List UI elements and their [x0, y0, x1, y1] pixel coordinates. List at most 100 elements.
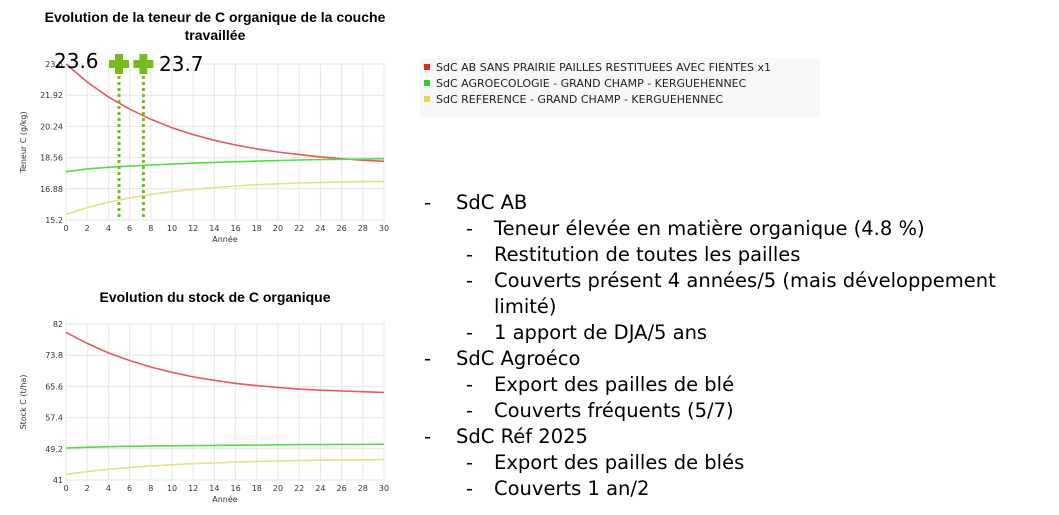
x-tick-label: 20	[273, 484, 283, 493]
chart-stock: 0 2 4 6 8 10 12 14 16 18 20 22 24 26 28 304149.257.465.…	[19, 320, 389, 504]
chart-title-teneur: Evolution de la teneur de C organique de…	[44, 9, 386, 43]
x-tick-label: 0	[63, 224, 68, 233]
note-sdc-ab: - SdC AB	[420, 190, 996, 216]
x-tick-label: 6	[127, 484, 132, 493]
x-tick-label: 6	[127, 224, 132, 233]
note-sub-text: Couverts 1 an/2	[494, 477, 650, 500]
y-axis-label: Stock C (t/ha)	[19, 375, 28, 430]
marker-value-1: 23.6	[54, 49, 99, 73]
x-tick-label: 14	[209, 224, 219, 233]
x-tick-label: 10	[167, 224, 177, 233]
dash: -	[466, 451, 474, 474]
x-tick-label: 4	[106, 224, 111, 233]
note-sub-item: - Export des pailles de blé	[420, 372, 996, 398]
x-tick-label: 30	[379, 484, 389, 493]
legend-swatch-reference	[424, 96, 430, 102]
x-tick-label: 26	[337, 224, 347, 233]
chart-teneur: 0 2 4 6 8 10 12 14 16 18 20 22 24 26 28 3015.216.8818.5…	[19, 54, 389, 244]
dash: -	[424, 191, 432, 214]
note-sub-item: -1 apport de DJA/5 ans	[420, 320, 996, 346]
y-tick-label: 23.6	[45, 60, 63, 69]
note-sub-item: - Teneur élevée en matière organique (4.8…	[420, 216, 996, 242]
note-sub-text: 1 apport de DJA/5 ans	[494, 321, 708, 344]
note-sub-text: Teneur élevée en matière organique (4.8 …	[494, 217, 925, 240]
marker-value-2: 23.7	[159, 52, 204, 76]
note-sub-text: Couverts fréquents (5/7)	[494, 399, 734, 422]
note-sub-item: - Couverts présent 4 années/5 (mais dével…	[420, 268, 996, 294]
note-label: SdC Agroéco	[456, 347, 581, 370]
y-tick-label: 20.24	[40, 122, 63, 131]
note-sub-continuation: limité)	[420, 294, 996, 320]
x-axis-label: Année	[212, 234, 238, 244]
x-tick-label: 8	[148, 224, 153, 233]
marker-cross-icon	[133, 54, 154, 74]
legend-swatch-agroeco	[424, 80, 430, 86]
note-sub-item: - Couverts fréquents (5/7)	[420, 398, 996, 424]
legend-label-agroeco: SdC AGROECOLOGIE - GRAND CHAMP - KERGUEH…	[436, 77, 747, 90]
x-tick-label: 26	[337, 484, 347, 493]
dash: -	[466, 399, 474, 422]
y-tick-label: 18.56	[40, 154, 63, 163]
marker-cross-icon	[109, 54, 129, 74]
note-sub-text: Export des pailles de blés	[494, 451, 745, 474]
y-tick-label: 82	[53, 320, 63, 329]
x-tick-label: 4	[106, 484, 111, 493]
x-tick-label: 16	[231, 224, 241, 233]
y-tick-label: 57.4	[45, 414, 63, 423]
note-sub-text: Export des pailles de blé	[494, 373, 735, 396]
notes-list: - SdC AB - Teneur élevée en matière organi…	[420, 190, 996, 502]
note-sub-item: - Couverts 1 an/2	[420, 476, 996, 502]
x-tick-label: 28	[358, 484, 368, 493]
note-label: SdC Réf 2025	[456, 425, 588, 448]
series-line-2	[65, 458, 385, 476]
note-sdc-agroeco: - SdC Agroéco	[420, 346, 996, 372]
chart-title-stock: Evolution du stock de C organique	[99, 289, 331, 305]
dash: -	[466, 243, 474, 266]
legend: SdC AB SANS PRAIRIE PAILLES RESTITUEES A…	[420, 58, 820, 118]
x-tick-label: 8	[148, 484, 153, 493]
y-tick-label: 41	[53, 476, 63, 485]
legend-item-agroeco: SdC AGROECOLOGIE - GRAND CHAMP - KERGUEH…	[424, 76, 746, 92]
x-tick-label: 22	[294, 224, 304, 233]
legend-item-ab: SdC AB SANS PRAIRIE PAILLES RESTITUEES A…	[424, 60, 771, 76]
dash: -	[466, 321, 474, 344]
dash: -	[466, 217, 474, 240]
x-tick-label: 2	[85, 224, 90, 233]
legend-item-reference: SdC REFERENCE - GRAND CHAMP - KERGUEHENN…	[424, 92, 723, 108]
cross-bar-h	[109, 60, 129, 68]
note-label: SdC AB	[456, 191, 528, 214]
note-sub-item: - Restitution de toutes les pailles	[420, 242, 996, 268]
x-tick-label: 30	[379, 224, 389, 233]
note-sub-text: Restitution de toutes les pailles	[494, 243, 801, 266]
legend-swatch-ab	[424, 64, 430, 70]
dash: -	[424, 425, 432, 448]
note-sub-item: - Export des pailles de blés	[420, 450, 996, 476]
series-line-2	[65, 180, 385, 216]
y-tick-label: 16.88	[40, 185, 63, 194]
y-tick-label: 65.6	[45, 382, 63, 391]
x-tick-label: 24	[315, 484, 325, 493]
dash: -	[466, 477, 474, 500]
note-sub-text: Couverts présent 4 années/5 (mais dévelo…	[494, 269, 996, 292]
x-tick-label: 18	[252, 484, 262, 493]
legend-label-reference: SdC REFERENCE - GRAND CHAMP - KERGUEHENN…	[436, 93, 724, 106]
x-tick-label: 16	[231, 484, 241, 493]
cross-bar-h	[133, 60, 154, 68]
dash: -	[466, 373, 474, 396]
y-axis-label: Teneur C (g/kg)	[19, 111, 28, 173]
y-tick-label: 21.92	[40, 91, 63, 100]
y-tick-label: 15.2	[45, 216, 63, 225]
y-tick-label: 49.2	[45, 445, 63, 454]
dash: -	[424, 347, 432, 370]
plot-area	[65, 323, 385, 481]
note-sdc-ref: - SdC Réf 2025	[420, 424, 996, 450]
y-tick-label: 73.8	[45, 351, 63, 360]
x-tick-label: 24	[315, 224, 325, 233]
x-tick-label: 28	[358, 224, 368, 233]
x-axis-label: Année	[212, 494, 238, 504]
legend-label-ab: SdC AB SANS PRAIRIE PAILLES RESTITUEES A…	[436, 61, 772, 74]
x-tick-label: 2	[85, 484, 90, 493]
series-line-1	[65, 443, 385, 449]
x-tick-label: 0	[63, 484, 68, 493]
x-tick-label: 12	[188, 224, 198, 233]
